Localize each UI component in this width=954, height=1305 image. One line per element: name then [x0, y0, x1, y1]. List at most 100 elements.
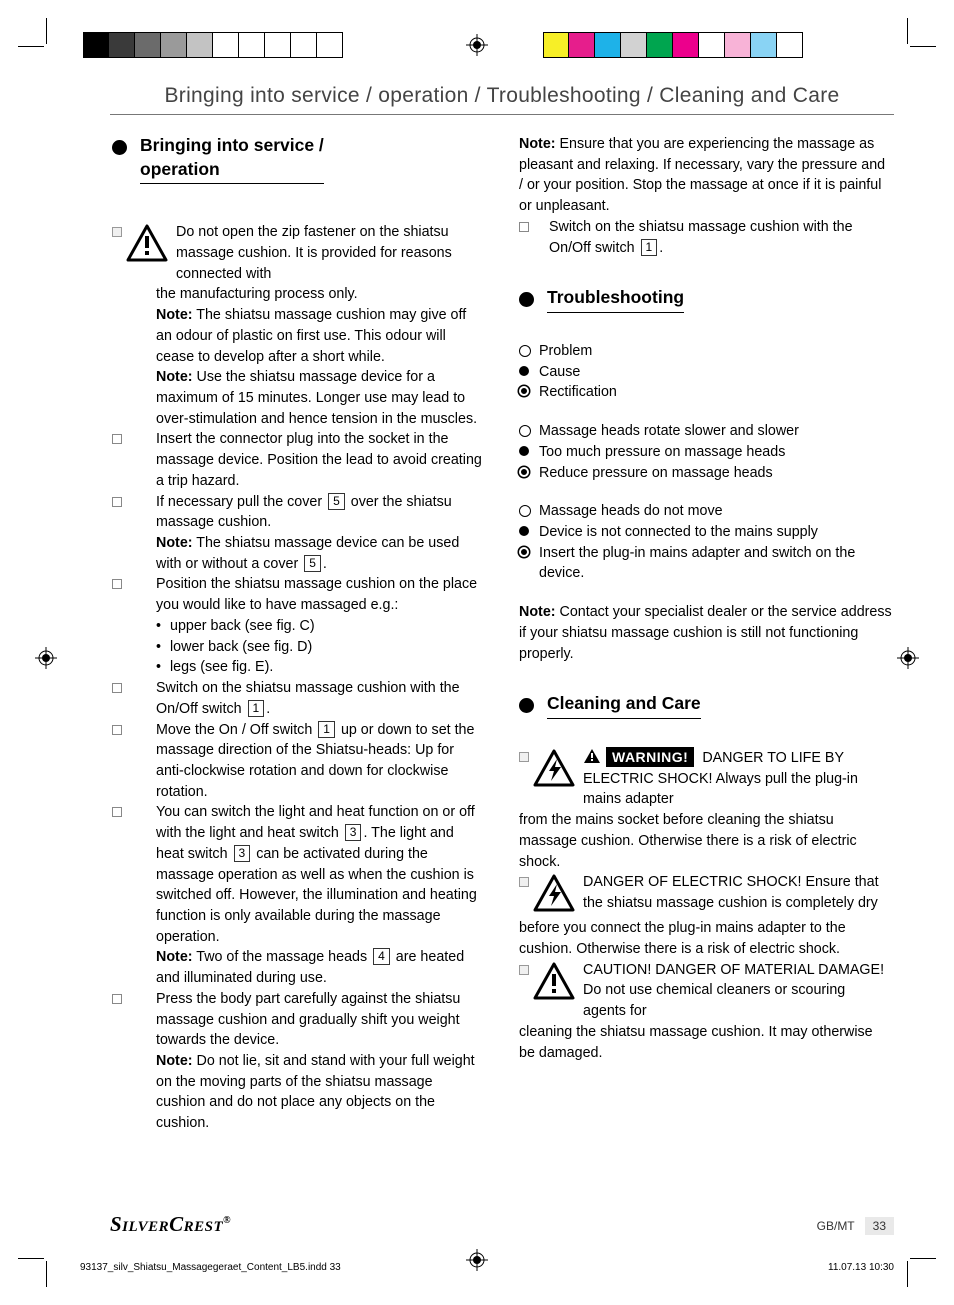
- color-swatch: [83, 32, 109, 58]
- step-switch-on: Switch on the shiatsu massage cushion wi…: [112, 678, 485, 719]
- ref-1: 1: [248, 700, 265, 717]
- warn1-b: from the mains socket before cleaning th…: [519, 810, 892, 872]
- ref-5: 5: [328, 493, 345, 510]
- color-swatch: [109, 32, 135, 58]
- indd-slug-left: 93137_silv_Shiatsu_Massagegeraet_Content…: [80, 1262, 341, 1273]
- warning-text-cont: the manufacturing process only.: [112, 284, 485, 305]
- warn2-head: DANGER OF ELECTRIC SHOCK!: [583, 874, 801, 890]
- page-region: GB/MT: [817, 1219, 855, 1233]
- crop-mark: [907, 1261, 908, 1287]
- sub-upper-back: upper back (see fig. C): [112, 616, 485, 637]
- warning-text-start: Do not open the zip fastener on the shia…: [176, 224, 452, 281]
- note-label: Note:: [156, 1053, 193, 1069]
- note-text: Two of the massage heads: [193, 949, 368, 965]
- step-insert-plug: Insert the connector plug into the socke…: [112, 429, 485, 491]
- warn-electric-2: DANGER OF ELECTRIC SHOCK! Ensure that th…: [519, 872, 892, 918]
- ref-5: 5: [304, 555, 321, 572]
- color-swatch: [777, 32, 803, 58]
- step-move-switch: Move the On / Off switch 1 up or down to…: [112, 720, 485, 803]
- t2-rect: Insert the plug-in mains adapter and swi…: [519, 543, 892, 584]
- note-cover: Note: The shiatsu massage device can be …: [112, 533, 485, 574]
- crop-mark: [18, 1258, 44, 1259]
- registration-mark: [466, 1249, 488, 1271]
- ref-1: 1: [318, 721, 335, 738]
- registration-mark: [466, 34, 488, 56]
- color-swatch: [543, 32, 569, 58]
- step-switch-on-2: Switch on the shiatsu massage cushion wi…: [519, 217, 892, 258]
- text: Switch on the shiatsu massage cushion wi…: [549, 219, 853, 256]
- step-press-body: Press the body part carefully against th…: [112, 989, 485, 1051]
- page-number: 33: [865, 1217, 894, 1235]
- note-text: Contact your specialist dealer or the se…: [519, 604, 892, 661]
- note-label: Note:: [519, 604, 556, 620]
- column-left: Bringing into service / operation Do not…: [112, 134, 485, 1205]
- note-weight: Note: Do not lie, sit and stand with you…: [112, 1051, 485, 1134]
- section-troubleshooting: Troubleshooting: [519, 286, 892, 323]
- color-swatch: [751, 32, 777, 58]
- indd-slug-right: 11.07.13 10:30: [828, 1262, 894, 1273]
- sub-legs: legs (see fig. E).: [112, 657, 485, 678]
- t1-problem: Massage heads rotate slower and slower: [519, 421, 892, 442]
- t2-problem: Massage heads do not move: [519, 501, 892, 522]
- color-swatch: [265, 32, 291, 58]
- note-pleasant: Note: Ensure that you are experiencing t…: [519, 134, 892, 217]
- dot: .: [363, 825, 367, 841]
- sub-lower-back: lower back (see fig. D): [112, 637, 485, 658]
- section-cleaning: Cleaning and Care: [519, 692, 892, 729]
- warn3-a: Do not use chemical cleaners or scouring…: [583, 982, 845, 1019]
- ref-3: 3: [345, 824, 362, 841]
- text: Switch on the shiatsu massage cushion wi…: [156, 680, 460, 717]
- color-swatch: [317, 32, 343, 58]
- heading-troubleshooting: Troubleshooting: [547, 286, 684, 313]
- body-columns: Bringing into service / operation Do not…: [112, 134, 892, 1205]
- step-pull-cover: If necessary pull the cover 5 over the s…: [112, 492, 485, 533]
- color-swatch: [621, 32, 647, 58]
- color-swatch: [673, 32, 699, 58]
- color-bar-right: [543, 32, 803, 58]
- color-swatch: [161, 32, 187, 58]
- color-swatch: [725, 32, 751, 58]
- ref-1: 1: [641, 239, 658, 256]
- crop-mark: [46, 18, 47, 44]
- note-text: Ensure that you are experiencing the mas…: [519, 136, 885, 214]
- note-label: Note:: [156, 535, 193, 551]
- crop-mark: [910, 46, 936, 47]
- crop-mark: [18, 46, 44, 47]
- warn-material: CAUTION! DANGER OF MATERIAL DAMAGE! Do n…: [519, 960, 892, 1022]
- note-heated-heads: Note: Two of the massage heads 4 are hea…: [112, 947, 485, 988]
- color-swatch: [595, 32, 621, 58]
- note-contact: Note: Contact your specialist dealer or …: [519, 602, 892, 664]
- t2-cause: Device is not connected to the mains sup…: [519, 522, 892, 543]
- t1-rect: Reduce pressure on massage heads: [519, 463, 892, 484]
- page-number-block: GB/MT 33: [817, 1217, 894, 1235]
- brand-logo: SilverCrest®: [110, 1212, 231, 1237]
- warn3-head: CAUTION! DANGER OF MATERIAL DAMAGE!: [583, 962, 884, 978]
- note-odour: Note: The shiatsu massage cushion may gi…: [112, 305, 485, 367]
- crop-mark: [910, 1258, 936, 1259]
- text: If necessary pull the cover: [156, 494, 322, 510]
- registration-mark: [897, 647, 919, 669]
- color-swatch: [213, 32, 239, 58]
- electric-shock-icon: [533, 749, 575, 787]
- registered-mark: ®: [223, 1215, 231, 1226]
- electric-shock-icon: [533, 874, 575, 912]
- note-label: Note:: [156, 369, 193, 385]
- note-text: Use the shiatsu massage device for a max…: [156, 369, 477, 426]
- section-bringing: Bringing into service / operation: [112, 134, 485, 194]
- warn2-b: before you connect the plug-in mains ada…: [519, 918, 892, 959]
- color-swatch: [647, 32, 673, 58]
- ref-4: 4: [373, 948, 390, 965]
- heading-cleaning: Cleaning and Care: [547, 692, 701, 719]
- dot: .: [323, 556, 327, 572]
- note-text: Do not lie, sit and stand with your full…: [156, 1053, 475, 1131]
- brand-text: SilverCrest: [110, 1212, 223, 1236]
- color-swatch: [187, 32, 213, 58]
- t1-cause: Too much pressure on massage heads: [519, 442, 892, 463]
- warning-triangle-icon: [533, 962, 575, 1000]
- crop-mark: [907, 18, 908, 44]
- heading-bringing: Bringing into service / operation: [140, 134, 324, 184]
- legend-cause: Cause: [519, 362, 892, 383]
- warning-triangle-icon: [126, 224, 168, 262]
- ref-3: 3: [234, 845, 251, 862]
- color-swatch: [569, 32, 595, 58]
